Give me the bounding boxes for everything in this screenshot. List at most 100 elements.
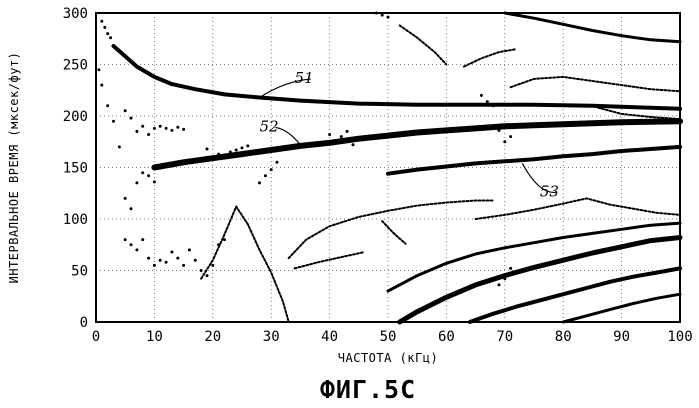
y-tick-label: 250 [63, 58, 88, 74]
scatter-point [211, 156, 214, 159]
x-axis-label: ЧАСТОТА (кГц) [338, 351, 438, 365]
annotation-label-52: 52 [260, 117, 279, 135]
series-mode-right-c [511, 77, 680, 91]
scatter-point [270, 168, 273, 171]
y-tick-label: 300 [63, 6, 88, 22]
scatter-point [328, 133, 331, 136]
scatter-points [97, 12, 512, 287]
scatter-point [153, 180, 156, 183]
scatter-point [503, 277, 506, 280]
series-53 [388, 147, 680, 174]
series-mode-top [505, 13, 680, 42]
scatter-point [141, 238, 144, 241]
scatter-point [141, 171, 144, 174]
scatter-point [486, 100, 489, 103]
scatter-point [334, 139, 337, 142]
scatter-point [387, 16, 390, 19]
scatter-point [106, 32, 109, 35]
scatter-point [276, 161, 279, 164]
scatter-point [165, 127, 168, 130]
scatter-point [97, 68, 100, 71]
series-mode-right-b [464, 49, 517, 67]
scatter-point [170, 129, 173, 132]
scatter-point [124, 109, 127, 112]
scatter-point [153, 264, 156, 267]
scatter-point [159, 125, 162, 128]
scatter-point [124, 238, 127, 241]
scatter-point [130, 243, 133, 246]
figure-caption: ФИГ.5С [320, 375, 416, 404]
scatter-point [509, 135, 512, 138]
grid-lines [96, 13, 680, 322]
scatter-point [480, 94, 483, 97]
series-mode-right-a [476, 198, 680, 219]
scatter-point [229, 151, 232, 154]
axis-ticks: 0102030405060708090100050100150200250300 [63, 6, 693, 345]
scatter-point [118, 145, 121, 148]
scatter-point [112, 120, 115, 123]
scatter-point [503, 140, 506, 143]
scatter-point [135, 248, 138, 251]
y-tick-label: 200 [63, 109, 88, 125]
series-51 [114, 46, 681, 109]
scatter-point [100, 84, 103, 87]
x-tick-label: 50 [380, 329, 397, 345]
series-52 [154, 121, 680, 167]
scatter-point [194, 259, 197, 262]
scatter-point [340, 135, 343, 138]
x-tick-label: 30 [263, 329, 280, 345]
x-tick-label: 70 [496, 329, 513, 345]
annotation-label-53: 53 [540, 182, 559, 200]
scatter-point [241, 146, 244, 149]
scatter-point [130, 207, 133, 210]
chart: 0102030405060708090100050100150200250300… [0, 0, 699, 408]
annotation-label-51: 51 [295, 69, 314, 87]
scatter-point [211, 264, 214, 267]
scatter-point [176, 126, 179, 129]
scatter-point [352, 143, 355, 146]
series-mode-diag-b [382, 221, 405, 244]
scatter-point [147, 133, 150, 136]
scatter-point [217, 243, 220, 246]
scatter-point [498, 283, 501, 286]
y-tick-label: 100 [63, 212, 88, 228]
x-tick-label: 90 [613, 329, 630, 345]
scatter-point [100, 20, 103, 23]
series-mode-band-b [400, 238, 680, 323]
series-scatter-spike [201, 207, 289, 322]
scatter-point [141, 125, 144, 128]
annotation-leader-52 [276, 127, 301, 144]
x-tick-label: 100 [667, 329, 692, 345]
scatter-point [147, 174, 150, 177]
scatter-point [206, 148, 209, 151]
scatter-point [188, 248, 191, 251]
scatter-point [109, 36, 112, 39]
scatter-point [498, 129, 501, 132]
scatter-point [235, 149, 238, 152]
scatter-point [182, 264, 185, 267]
scatter-point [159, 259, 162, 262]
scatter-point [223, 238, 226, 241]
scatter-point [223, 154, 226, 157]
x-tick-label: 20 [204, 329, 221, 345]
scatter-point [170, 251, 173, 254]
scatter-point [246, 144, 249, 147]
scatter-point [147, 257, 150, 260]
y-axis-label: ИНТЕРВАЛЬНОЕ ВРЕМЯ (мксек/фут) [7, 52, 21, 284]
scatter-point [135, 130, 138, 133]
scatter-point [103, 26, 106, 29]
x-tick-label: 40 [321, 329, 338, 345]
y-tick-label: 0 [80, 315, 88, 331]
y-tick-label: 150 [63, 161, 88, 177]
series-mode-band-a [388, 223, 680, 291]
scatter-point [381, 14, 384, 17]
scatter-point [200, 269, 203, 272]
scatter-point [264, 174, 267, 177]
scatter-point [176, 257, 179, 260]
scatter-point [153, 127, 156, 130]
series-mode-diag-a [400, 25, 447, 64]
x-tick-label: 10 [146, 329, 163, 345]
y-tick-label: 50 [71, 264, 88, 280]
scatter-point [135, 181, 138, 184]
scatter-point [130, 117, 133, 120]
